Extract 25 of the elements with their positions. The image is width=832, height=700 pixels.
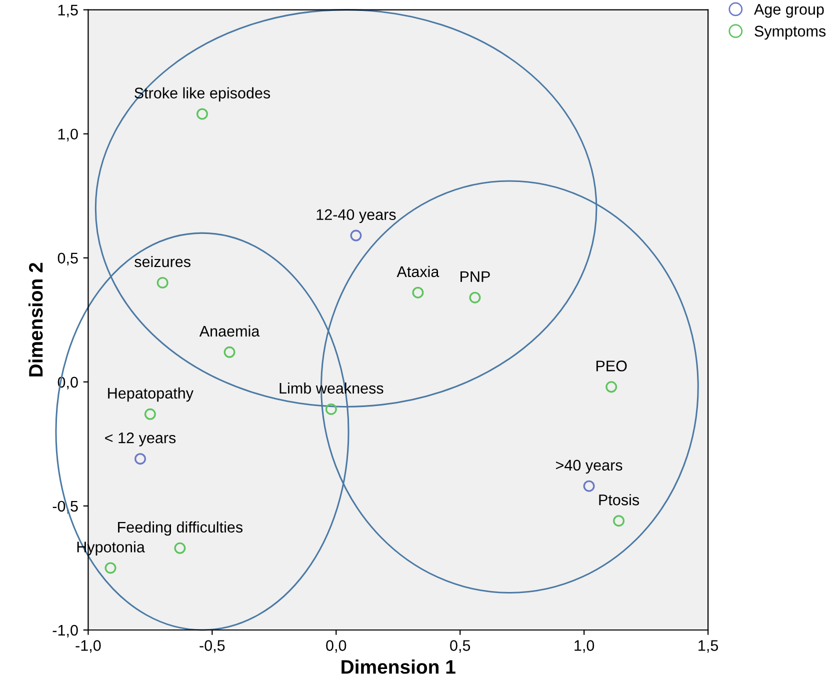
legend-label: Symptoms bbox=[754, 26, 826, 40]
x-tick-label: 1,5 bbox=[698, 640, 718, 653]
x-tick-label: 0,5 bbox=[450, 640, 470, 653]
annotation: PNP bbox=[460, 271, 490, 282]
annotation: >40 years bbox=[556, 460, 622, 474]
x-tick-label: -1,0 bbox=[76, 640, 101, 653]
x-tick-label: -0,5 bbox=[200, 640, 225, 653]
annotation: < 12 years bbox=[105, 432, 176, 446]
annotation: PEO bbox=[596, 360, 627, 372]
legend-label: Age group bbox=[754, 4, 824, 18]
y-tick-label: -1,0 bbox=[52, 624, 78, 638]
y-tick-label: 1,0 bbox=[58, 128, 78, 142]
annotation: Hepatopathy bbox=[108, 387, 194, 402]
annotation: seizures bbox=[134, 256, 190, 268]
annotation: 12-40 years bbox=[316, 209, 396, 224]
annotation: Ataxia bbox=[396, 266, 440, 278]
annotation: Feeding difficulties bbox=[118, 521, 243, 536]
x-axis-title: Dimension 1 bbox=[342, 660, 456, 674]
y-axis-title: Dimension 2 bbox=[28, 262, 43, 376]
y-tick-label: 0,5 bbox=[58, 252, 78, 266]
annotation: Anaemia bbox=[199, 325, 260, 337]
annotation: Ptosis bbox=[599, 494, 640, 506]
x-tick-label: 1,0 bbox=[574, 640, 594, 653]
x-tick-label: 0,0 bbox=[326, 640, 346, 653]
y-tick-label: 1,5 bbox=[58, 4, 78, 18]
